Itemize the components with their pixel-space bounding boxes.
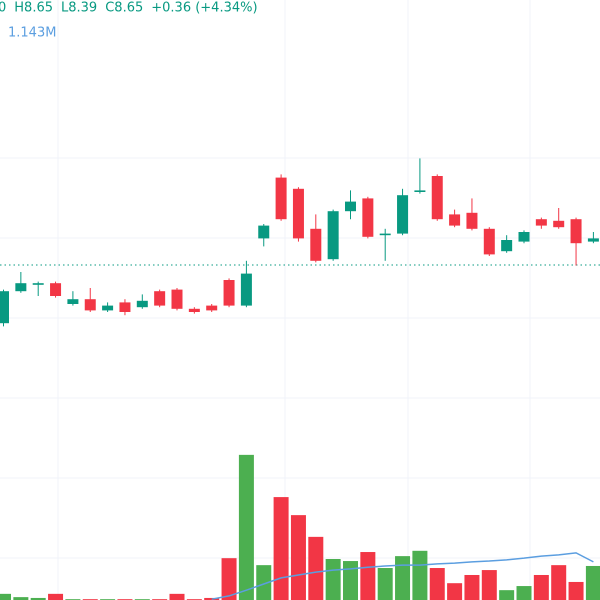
volume-bar [0,593,11,600]
ohlc-label: H8.65 [14,1,53,16]
candle-body [483,228,495,255]
volume-ma-label: 1.143M [8,26,56,41]
candle-body [449,214,461,226]
candle-body [223,280,235,306]
candle-body [327,211,339,260]
candle-body [362,198,374,237]
volume-bar [516,586,532,600]
candle-body [535,219,547,226]
candle-body [379,233,391,236]
volume-bar [551,565,567,600]
volume-bar [447,583,463,600]
volume-bar [533,574,549,600]
ohlc-label: L8.39 [61,1,97,16]
candle-body [431,176,443,220]
volume-bar [30,597,46,600]
ohlc-label: 0 [0,1,6,16]
volume-ma-line [211,552,594,600]
candle-body [518,232,530,242]
volume-bar [290,515,306,600]
volume-bar [13,597,29,600]
candle-body [275,177,287,220]
volume-bar [481,570,497,600]
volume-bar [221,558,237,600]
candle-body [414,190,426,192]
volume-bar [325,559,341,600]
volume-bar [464,574,480,600]
volume-bar [395,556,411,600]
volume-bar [585,565,600,600]
volume-bar [429,568,445,600]
candle-body [154,291,166,306]
candle-body [501,240,513,252]
volume-bar [308,536,324,600]
candles [0,158,599,327]
candle-body [84,299,96,311]
volume-bar [377,568,393,600]
candle-body [292,188,304,239]
candle-body [0,291,9,324]
candle-body [206,305,218,311]
candle-body [102,305,114,311]
candle-body [397,195,409,234]
candle-body [258,225,270,239]
candle-body [587,238,599,242]
candle-body [119,302,131,312]
volume-bar [360,552,376,600]
candle-body [310,228,322,261]
volume-bar [169,593,185,600]
candle-body [188,308,200,312]
candle-body [240,273,252,306]
candle-body [67,299,79,304]
candle-body [171,289,183,309]
volume-bar [343,561,358,600]
volume-bar [568,581,584,600]
ohlc-label: +0.36 (+4.34%) [151,1,257,16]
candle-body [15,283,27,292]
ohlc-label: C8.65 [105,1,143,16]
volume-bar [48,593,64,600]
volume-bar [412,550,428,600]
candle-body [345,201,356,212]
candle-body [553,220,565,228]
legend-header: 0 H8.65 L8.39 C8.65 +0.36 (+4.34%) 1.143M [0,1,258,41]
volume-pane [0,454,600,600]
candle-body [32,283,44,285]
volume-bar [238,454,254,600]
volume-bar [273,497,289,600]
candle-body [136,300,148,308]
volume-bar [499,590,515,600]
candle-body [50,283,62,296]
candle-body [466,212,478,229]
candle-body [570,219,582,244]
volume-bar [256,565,272,600]
